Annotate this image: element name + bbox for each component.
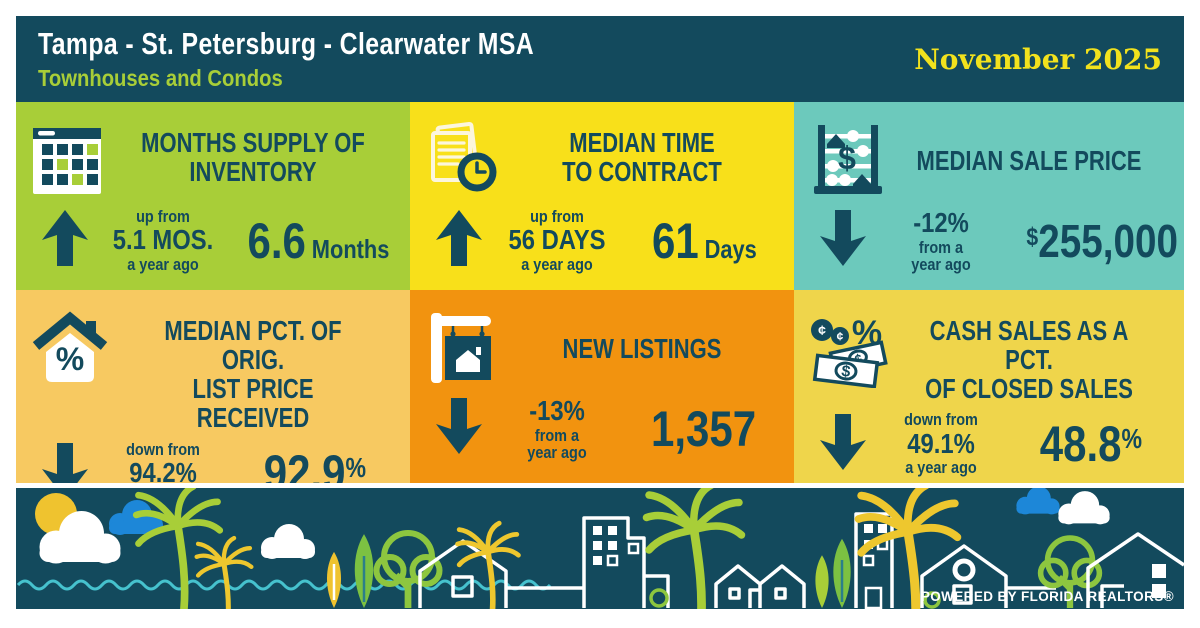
page-title: Tampa - St. Petersburg - Clearwater MSA bbox=[38, 26, 535, 61]
tile-title: MEDIAN PCT. OF ORIG. LIST PRICE RECEIVED bbox=[164, 315, 342, 434]
footer-skyline: POWERED BY FLORIDA REALTORS® bbox=[16, 488, 1184, 609]
down-arrow-icon bbox=[42, 442, 92, 483]
tile-median-pct-of-orig-list-price: % MEDIAN PCT. OF ORIG. LIST PRICE RECEIV… bbox=[16, 290, 410, 483]
page-subtitle: Townhouses and Condos bbox=[38, 65, 283, 91]
tile-median-time-to-contract: MEDIAN TIME TO CONTRACT up from 56 DAYS … bbox=[410, 102, 794, 290]
year-ago-change: -12% from a year ago bbox=[911, 207, 971, 274]
report-date: November 2025 bbox=[914, 42, 1162, 76]
money-percent-icon: ¢ ¢ % ¢ $ bbox=[808, 308, 888, 389]
svg-text:$: $ bbox=[840, 363, 851, 381]
year-ago-change: down from 49.1% a year ago bbox=[904, 410, 978, 478]
stat-value: $255,000 bbox=[1026, 214, 1178, 267]
sale-sign-icon bbox=[424, 308, 504, 388]
year-ago-change: down from 94.2% a year ago bbox=[126, 439, 200, 483]
year-ago-change: up from 56 DAYS a year ago bbox=[508, 207, 606, 274]
up-arrow-icon bbox=[436, 209, 486, 272]
stat-value: 1,357 bbox=[651, 400, 757, 457]
tile-median-sale-price: $ MEDIAN SALE PRICE bbox=[794, 102, 1184, 290]
document-clock-icon bbox=[424, 120, 504, 200]
abacus-icon: $ bbox=[808, 120, 888, 200]
stat-value: 48.8% bbox=[1039, 416, 1143, 473]
svg-text:%: % bbox=[56, 341, 84, 377]
svg-text:¢: ¢ bbox=[853, 350, 863, 366]
year-ago-change: up from 5.1 MOS. a year ago bbox=[112, 207, 214, 274]
svg-text:¢: ¢ bbox=[818, 322, 826, 338]
tile-title: CASH SALES AS A PCT. OF CLOSED SALES bbox=[925, 315, 1133, 405]
powered-by-label: POWERED BY FLORIDA REALTORS® bbox=[920, 589, 1174, 604]
tile-cash-sales-pct-of-closed-sales: ¢ ¢ % ¢ $ bbox=[794, 290, 1184, 483]
stat-value: 6.6 Months bbox=[247, 212, 390, 269]
tile-title: NEW LISTINGS bbox=[562, 333, 722, 364]
tile-title: MONTHS SUPPLY OF INVENTORY bbox=[141, 127, 365, 188]
tile-title: MEDIAN TIME TO CONTRACT bbox=[562, 127, 722, 188]
divider bbox=[16, 483, 1184, 488]
tile-title: MEDIAN SALE PRICE bbox=[916, 145, 1142, 176]
up-arrow-icon bbox=[42, 209, 92, 272]
svg-text:$: $ bbox=[838, 140, 856, 176]
calendar-icon bbox=[30, 120, 110, 200]
stat-value: 61 Days bbox=[651, 212, 757, 269]
header-titles: Tampa - St. Petersburg - Clearwater MSA … bbox=[38, 26, 658, 92]
svg-text:¢: ¢ bbox=[837, 330, 844, 344]
stat-tile-grid: MONTHS SUPPLY OF INVENTORY up from 5.1 M… bbox=[16, 102, 1184, 483]
down-arrow-icon bbox=[436, 397, 486, 460]
tile-months-supply-of-inventory: MONTHS SUPPLY OF INVENTORY up from 5.1 M… bbox=[16, 102, 410, 290]
year-ago-change: -13% from a year ago bbox=[527, 395, 587, 462]
header: Tampa - St. Petersburg - Clearwater MSA … bbox=[16, 16, 1184, 102]
skyline-illustration bbox=[16, 488, 1184, 609]
house-percent-icon: % bbox=[30, 308, 110, 388]
down-arrow-icon bbox=[820, 209, 870, 272]
stat-value: 92.9% bbox=[263, 445, 367, 483]
tile-new-listings: NEW LISTINGS -13% from a year ago 1,357 bbox=[410, 290, 794, 483]
down-arrow-icon bbox=[820, 413, 870, 476]
